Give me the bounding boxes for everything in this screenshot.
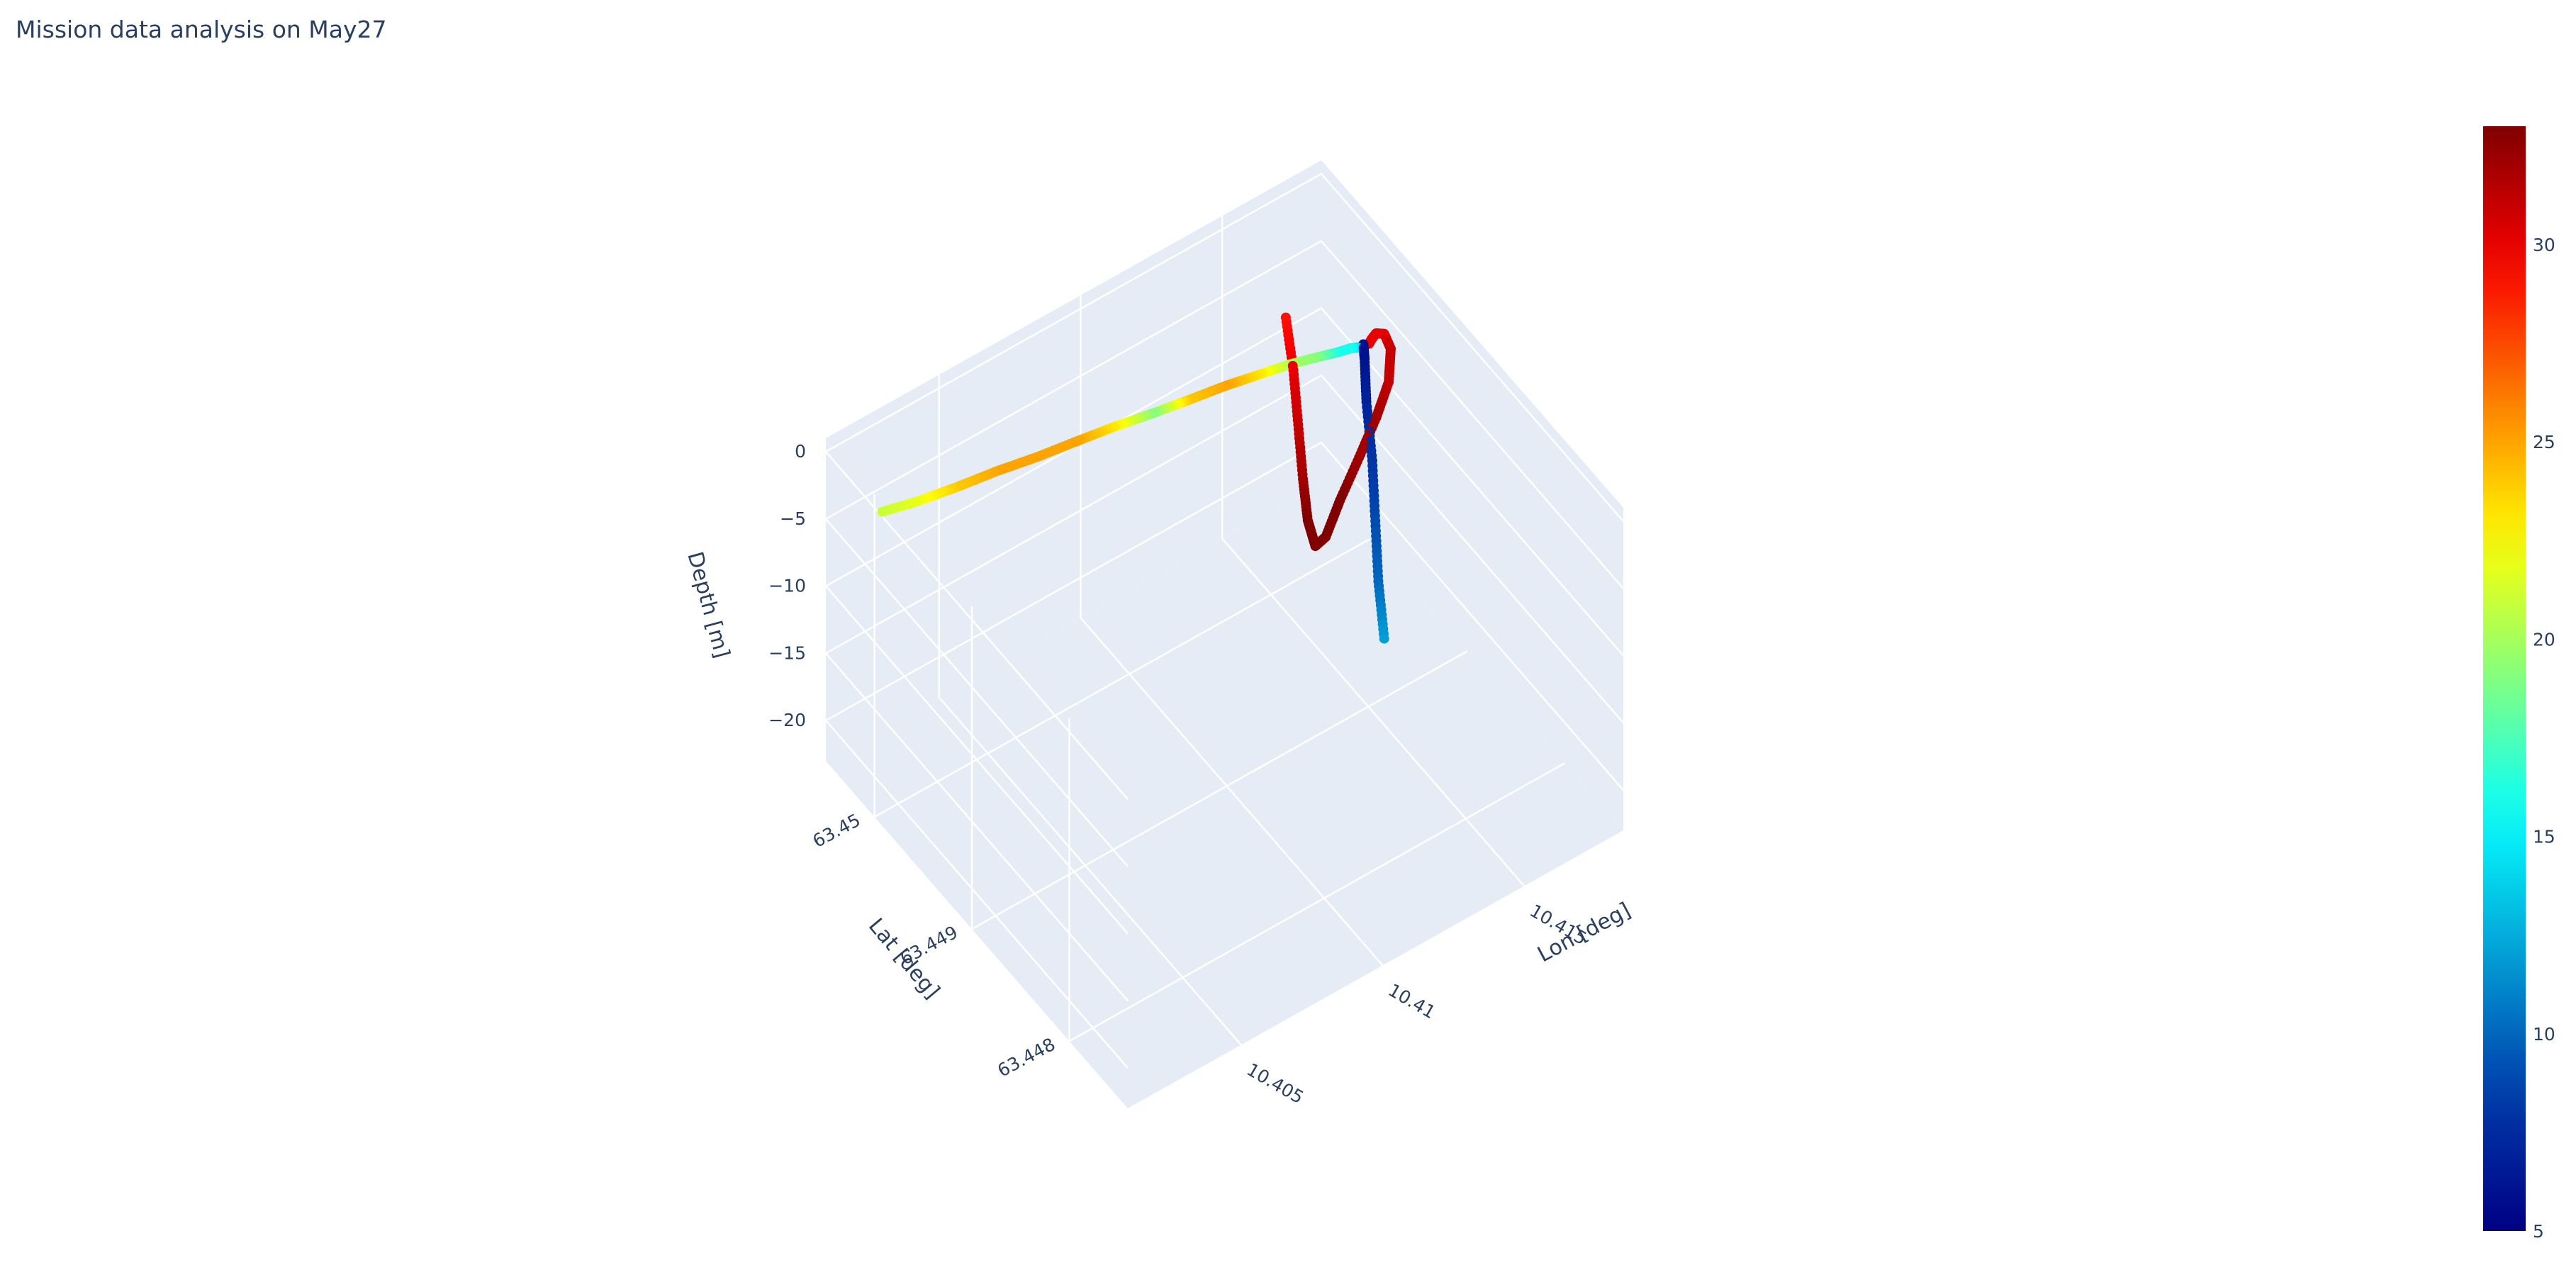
colorbar-tick-label: 15	[2533, 827, 2555, 847]
colorbar-tick-label: 5	[2533, 1221, 2544, 1242]
grid-line-lat	[970, 606, 1468, 931]
trajectory-points	[877, 312, 1396, 644]
grid-line-lon	[938, 374, 1242, 1046]
scene-3d[interactable]: 10.40510.4110.41563.44863.44963.450−5−10…	[682, 160, 1635, 1108]
data-point[interactable]	[1310, 541, 1321, 552]
depth-tick-label: −10	[768, 576, 806, 596]
grid-line-depth	[824, 374, 1624, 1002]
colorbar-tick-label: 10	[2533, 1024, 2555, 1045]
depth-tick-label: 0	[795, 441, 806, 462]
chart-title: Mission data analysis on May27	[16, 16, 387, 43]
floor-plane	[826, 483, 1623, 1108]
colorbar-bar	[2483, 126, 2526, 1231]
colorbar-tick-label: 25	[2533, 432, 2555, 452]
depth-axis-title: Depth [m]	[682, 549, 734, 660]
lon-tick-label: 10.405	[1243, 1059, 1307, 1108]
grid-line-lon	[1080, 295, 1384, 967]
grid-line-lat	[1068, 718, 1566, 1043]
grid-line-depth	[824, 172, 1624, 800]
data-point[interactable]	[1379, 633, 1389, 644]
lat-tick-label: 63.45	[810, 810, 864, 852]
grid-line-depth	[824, 441, 1624, 1069]
grid-line-depth	[824, 240, 1624, 867]
gridlines	[824, 172, 1624, 1069]
depth-tick-label: −5	[780, 508, 806, 529]
depth-tick-label: −20	[768, 710, 806, 730]
colorbar: 5 10 15 20 25 30	[2483, 126, 2555, 1242]
lon-tick-label: 10.41	[1385, 979, 1439, 1023]
lat-tick-label: 63.448	[994, 1034, 1058, 1081]
data-point[interactable]	[877, 506, 887, 517]
colorbar-tick-label: 20	[2533, 629, 2555, 650]
grid-line-lon	[1221, 216, 1525, 887]
colorbar-tick-label: 30	[2533, 235, 2555, 255]
depth-tick-label: −15	[768, 642, 806, 663]
lat-axis-title: Lat [deg]	[863, 913, 944, 1003]
grid-line-lat	[873, 494, 1371, 819]
